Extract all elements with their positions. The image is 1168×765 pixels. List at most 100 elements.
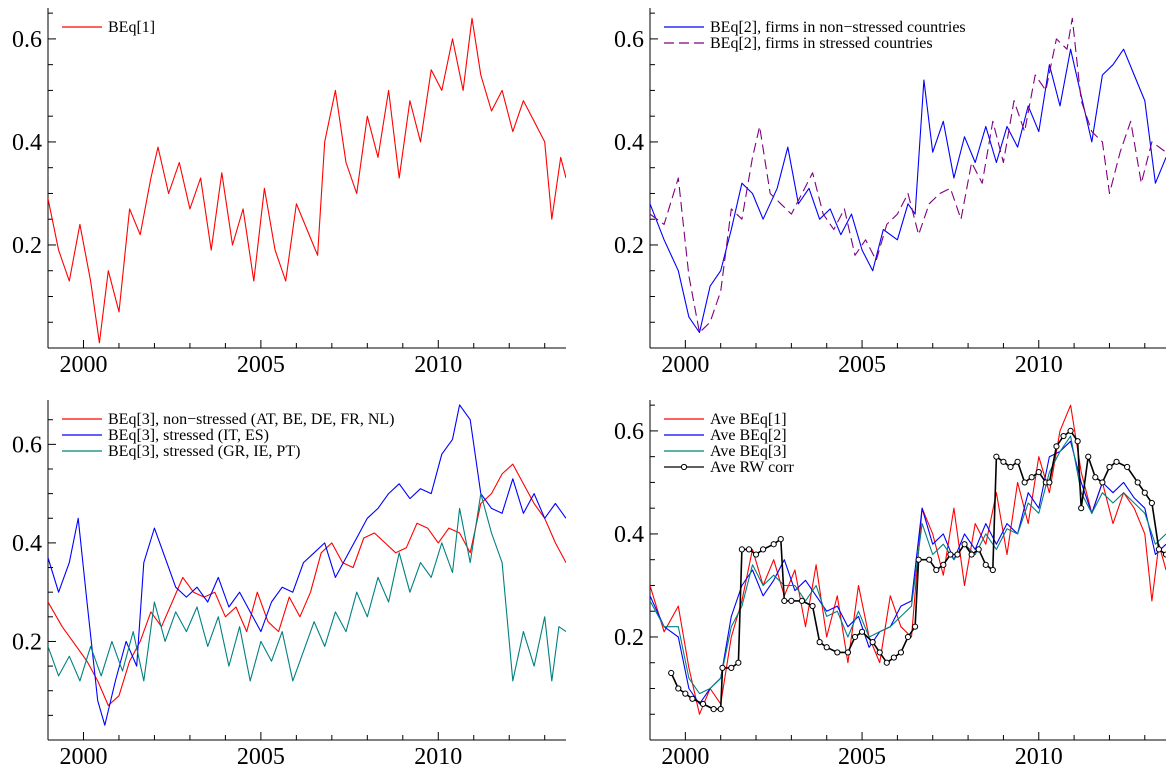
series-line-2 [650, 440, 1166, 705]
y-tick-label: 0.2 [12, 629, 42, 655]
legend-label: Ave BEq[3] [710, 443, 787, 460]
data-point [968, 551, 975, 558]
legend-label: BEq[2], firms in non−stressed countries [710, 19, 966, 36]
data-point [1014, 458, 1021, 465]
data-point [781, 597, 788, 605]
y-tick-label: 0.6 [12, 27, 42, 53]
plot-area [650, 404, 1166, 715]
data-point [1060, 432, 1067, 440]
data-point [834, 649, 841, 656]
x-tick-label: 2000 [59, 744, 107, 765]
legend-label: BEq[3], stressed (GR, IE, PT) [108, 443, 300, 460]
data-point [926, 556, 933, 563]
x-tick-label: 2010 [1015, 744, 1063, 765]
data-point [1078, 505, 1085, 512]
data-point [788, 597, 795, 605]
legend-label: BEq[2], firms in stressed countries [710, 35, 933, 52]
plot-area [48, 17, 566, 344]
legend: Ave BEq[1]Ave BEq[2]Ave BEq[3]Ave RW cor… [664, 411, 795, 476]
legend-label: BEq[3], stressed (IT, ES) [108, 427, 269, 444]
data-point [1148, 499, 1155, 507]
y-tick-label: 0.4 [614, 130, 644, 156]
legend-label: BEq[3], non−stressed (AT, BE, DE, FR, NL… [108, 411, 394, 428]
series-line-1 [48, 463, 566, 707]
data-point [759, 546, 767, 553]
data-point [883, 659, 890, 666]
data-point [993, 453, 1000, 460]
legend: BEq[1] [62, 19, 155, 36]
series-line-2 [48, 404, 566, 726]
data-point [858, 628, 866, 635]
data-point [1074, 438, 1081, 445]
data-point [982, 561, 989, 568]
data-point [940, 561, 947, 568]
x-tick-label: 2000 [661, 352, 709, 378]
x-tick-label: 2010 [414, 352, 462, 378]
chart-panel-3: 2000 2005 2010 0.2 0.4 0.6 BEq[3], non−stresse… [12, 400, 566, 765]
data-point [728, 664, 735, 671]
chart-panel-2: 2000 2005 2010 0.2 0.4 0.6 BEq[2], firms in no… [614, 8, 1166, 378]
data-point [710, 705, 717, 713]
data-point [1092, 474, 1099, 481]
legend-marker [680, 463, 688, 471]
legend-label: Ave BEq[2] [710, 427, 787, 444]
data-point [869, 639, 876, 646]
y-tick-label: 0.4 [12, 130, 42, 156]
series-line-3 [650, 435, 1166, 695]
data-point [1035, 469, 1042, 476]
plot-area [48, 404, 566, 726]
data-point [1021, 479, 1028, 486]
data-point [689, 695, 696, 702]
data-point [947, 551, 954, 558]
series-line-2 [650, 17, 1166, 334]
data-point [682, 690, 689, 697]
series-line-1 [650, 404, 1166, 715]
data-point [1046, 479, 1053, 486]
series-line-1 [48, 17, 566, 344]
data-point [752, 551, 760, 558]
y-tick-label: 0.4 [12, 531, 42, 557]
series-line-1 [650, 48, 1166, 334]
data-point [823, 644, 830, 651]
data-point [777, 535, 784, 543]
y-tick-label: 0.6 [614, 27, 644, 53]
data-point [699, 700, 707, 708]
legend-label: Ave RW corr [710, 459, 795, 476]
data-point [717, 705, 724, 713]
data-point [911, 623, 919, 630]
data-point [738, 546, 745, 553]
y-tick-label: 0.2 [614, 625, 644, 651]
data-point [1134, 479, 1141, 486]
data-point [675, 685, 682, 692]
legend-label: Ave BEq[1] [710, 411, 787, 428]
data-point [1106, 463, 1113, 471]
data-point [816, 639, 823, 646]
data-point [1053, 443, 1060, 450]
data-point [1124, 463, 1131, 471]
y-tick-label: 0.4 [614, 522, 644, 548]
data-point [1007, 463, 1014, 471]
data-point [915, 556, 922, 563]
data-point [975, 546, 982, 553]
y-tick-label: 0.2 [614, 233, 644, 259]
data-point [719, 664, 726, 671]
data-point [1155, 546, 1163, 553]
x-tick-label: 2005 [237, 352, 285, 378]
data-point [1099, 479, 1106, 486]
data-point [1162, 551, 1166, 558]
y-tick-label: 0.2 [12, 233, 42, 259]
y-tick-label: 0.6 [12, 432, 42, 458]
x-tick-label: 2010 [414, 744, 462, 765]
data-point [904, 633, 912, 641]
data-point [1000, 458, 1007, 465]
data-point [798, 597, 806, 605]
data-point [876, 649, 883, 656]
data-point [933, 566, 940, 574]
data-point [897, 649, 905, 656]
data-point [1085, 453, 1092, 460]
data-point [1113, 458, 1120, 465]
plot-area [650, 17, 1166, 334]
chart-panel-1: 2000 2005 2010 0.2 0.4 0.6 BEq[1] [12, 8, 566, 378]
data-point [668, 669, 675, 677]
